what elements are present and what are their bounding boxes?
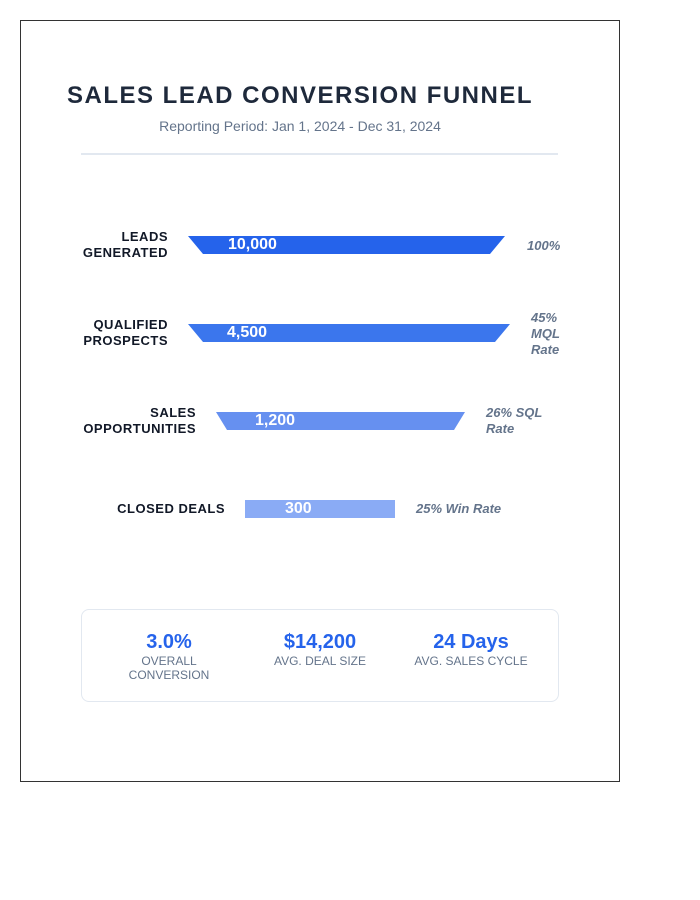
stat-value: 24 Days — [433, 631, 509, 653]
stage-value: 10,000 — [228, 236, 277, 253]
stage-label: CLOSED DEALS — [117, 501, 225, 516]
summary-stats: 3.0% OVERALL CONVERSION $14,200 AVG. DEAL … — [81, 609, 559, 702]
stat-avg-deal-size: $14,200 AVG. DEAL SIZE — [245, 630, 395, 668]
stage-value: 300 — [285, 500, 312, 517]
funnel-bar: 10,000 — [188, 236, 505, 254]
page-title: SALES LEAD CONVERSION FUNNEL — [66, 82, 534, 109]
stat-value: $14,200 — [283, 631, 357, 653]
reporting-period: Reporting Period: Jan 1, 2024 - Dec 31, … — [159, 118, 441, 134]
stat-label: AVG. DEAL SIZE — [273, 654, 367, 668]
stat-label: OVERALL CONVERSION — [128, 654, 210, 682]
stage-rate: 25% Win Rate — [416, 501, 502, 516]
stage-label: QUALIFIED PROSPECTS — [83, 317, 168, 348]
stage-value: 1,200 — [255, 412, 296, 429]
stage-rate: 26% SQL Rate — [486, 405, 543, 436]
stage-label: LEADS GENERATED — [82, 229, 168, 260]
report-card — [20, 20, 620, 782]
stage-label: SALES OPPORTUNITIES — [83, 405, 196, 436]
stat-label: AVG. SALES CYCLE — [414, 654, 528, 668]
stat-avg-sales-cycle: 24 Days AVG. SALES CYCLE — [396, 630, 546, 668]
stage-rate: 100% — [527, 238, 561, 253]
stat-value: 3.0% — [146, 631, 192, 653]
stage-value: 4,500 — [227, 324, 268, 341]
funnel-bar: 4,500 — [188, 324, 510, 342]
stage-rate: 45% MQL Rate — [531, 310, 560, 357]
stat-overall-conversion: 3.0% OVERALL CONVERSION — [94, 630, 244, 682]
divider — [81, 153, 558, 155]
funnel-bar: 300 — [245, 500, 395, 518]
funnel-bar: 1,200 — [216, 412, 465, 430]
